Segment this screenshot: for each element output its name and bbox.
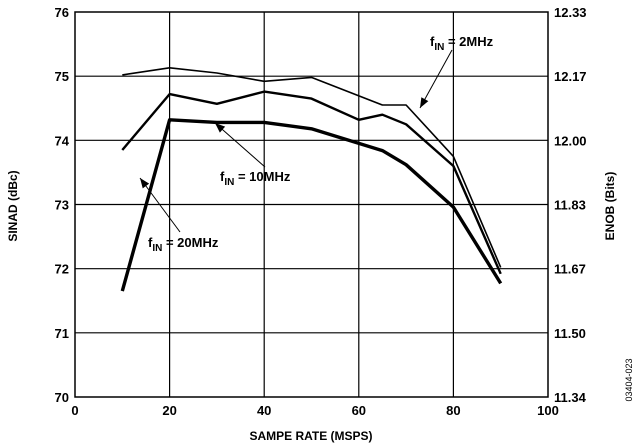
- series-label-3: fIN = 20MHz: [148, 235, 219, 254]
- series-line-2: [121, 90, 502, 275]
- y-left-tick-label: 71: [55, 326, 69, 341]
- y-right-tick-labels: 11.34 11.50 11.67 11.83 12.00 12.17 12.33: [554, 5, 587, 405]
- y-right-tick-label: 11.34: [554, 390, 587, 405]
- x-axis-title: SAMPE RATE (MSPS): [249, 429, 372, 443]
- y-right-tick-label: 12.33: [554, 5, 587, 20]
- y-left-tick-label: 72: [55, 262, 69, 277]
- y-right-tick-label: 11.67: [554, 262, 586, 277]
- y-left-tick-label: 75: [55, 69, 69, 84]
- arrow-head-2: [215, 123, 226, 133]
- series-label-2: fIN = 10MHz: [220, 169, 291, 188]
- x-tick-label: 40: [257, 403, 271, 418]
- y-axis-title-right: ENOB (Bits): [603, 172, 617, 241]
- x-tick-label: 0: [71, 403, 78, 418]
- y-right-tick-label: 12.17: [554, 69, 587, 84]
- x-tick-labels: 0 20 40 60 80 100: [71, 403, 558, 418]
- leader-line-2: [214, 122, 266, 168]
- series-line-3: [120, 118, 503, 292]
- y-left-tick-label: 74: [55, 133, 70, 148]
- x-tick-label: 60: [352, 403, 366, 418]
- y-axis-title-left: SINAD (dBc): [6, 170, 20, 241]
- series-lines: [120, 67, 503, 292]
- plot-frame: [74, 11, 549, 398]
- leader-line-3: [139, 177, 181, 233]
- series-label-1: fIN = 2MHz: [430, 34, 494, 53]
- x-tick-label: 20: [162, 403, 176, 418]
- arrow-head-1: [420, 97, 429, 108]
- series-annotations: fIN = 2MHz fIN = 10MHz fIN = 20MHz: [139, 34, 494, 254]
- y-right-tick-label: 12.00: [554, 133, 587, 148]
- y-left-tick-label: 70: [55, 390, 69, 405]
- leader-line-1: [419, 49, 453, 109]
- y-left-tick-labels: 70 71 72 73 74 75 76: [55, 5, 70, 405]
- arrow-head-3: [140, 178, 150, 189]
- figure-id: 03404-023: [624, 358, 634, 401]
- x-tick-label: 80: [446, 403, 460, 418]
- y-left-tick-label: 73: [55, 198, 69, 213]
- y-left-tick-label: 76: [55, 5, 69, 20]
- grid: [75, 12, 548, 397]
- series-line-1: [122, 67, 502, 268]
- y-right-tick-label: 11.83: [554, 198, 586, 213]
- x-tick-label: 100: [537, 403, 559, 418]
- y-right-tick-label: 11.50: [554, 326, 586, 341]
